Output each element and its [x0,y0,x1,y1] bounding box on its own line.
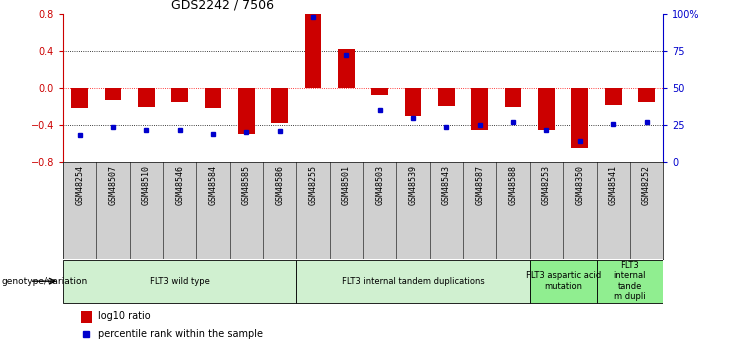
Text: GSM48350: GSM48350 [575,165,585,205]
Bar [296,260,530,303]
Text: GSM48253: GSM48253 [542,165,551,205]
Bar [371,88,388,96]
Bar [471,88,488,130]
Text: GSM48507: GSM48507 [108,165,118,205]
Bar [205,88,222,108]
Text: FLT3 aspartic acid
mutation: FLT3 aspartic acid mutation [525,272,601,291]
Bar [571,88,588,148]
Text: GSM48586: GSM48586 [275,165,285,205]
Bar [71,88,88,108]
Text: GSM48255: GSM48255 [308,165,318,205]
Text: GSM48546: GSM48546 [175,165,185,205]
Text: FLT3 internal tandem duplications: FLT3 internal tandem duplications [342,277,485,286]
Text: GSM48588: GSM48588 [508,165,518,205]
Text: GSM48541: GSM48541 [608,165,618,205]
Bar [597,260,663,303]
Bar [405,88,422,116]
Bar [238,88,255,134]
Text: GSM48587: GSM48587 [475,165,485,205]
Text: percentile rank within the sample: percentile rank within the sample [98,329,263,339]
Bar [505,88,522,107]
Text: GSM48543: GSM48543 [442,165,451,205]
Bar [305,14,322,88]
Bar [271,88,288,123]
Bar [138,88,155,107]
Text: GSM48254: GSM48254 [75,165,84,205]
Bar [81,310,92,323]
Text: GSM48252: GSM48252 [642,165,651,205]
Bar [63,260,296,303]
Bar [538,88,555,130]
Text: log10 ratio: log10 ratio [98,312,150,321]
Text: FLT3
internal
tande
m dupli: FLT3 internal tande m dupli [614,261,646,301]
Text: FLT3 wild type: FLT3 wild type [150,277,210,286]
Text: GSM48501: GSM48501 [342,165,351,205]
Text: genotype/variation: genotype/variation [1,277,87,286]
Text: GSM48510: GSM48510 [142,165,151,205]
Text: GDS2242 / 7506: GDS2242 / 7506 [171,0,274,11]
Text: GSM48539: GSM48539 [408,165,418,205]
Bar [171,88,188,102]
Bar [104,88,122,100]
Bar [605,88,622,105]
Bar [638,88,655,102]
Bar [530,260,597,303]
Text: GSM48584: GSM48584 [208,165,218,205]
Bar [338,49,355,88]
Text: GSM48503: GSM48503 [375,165,385,205]
Bar [438,88,455,106]
Text: GSM48585: GSM48585 [242,165,251,205]
